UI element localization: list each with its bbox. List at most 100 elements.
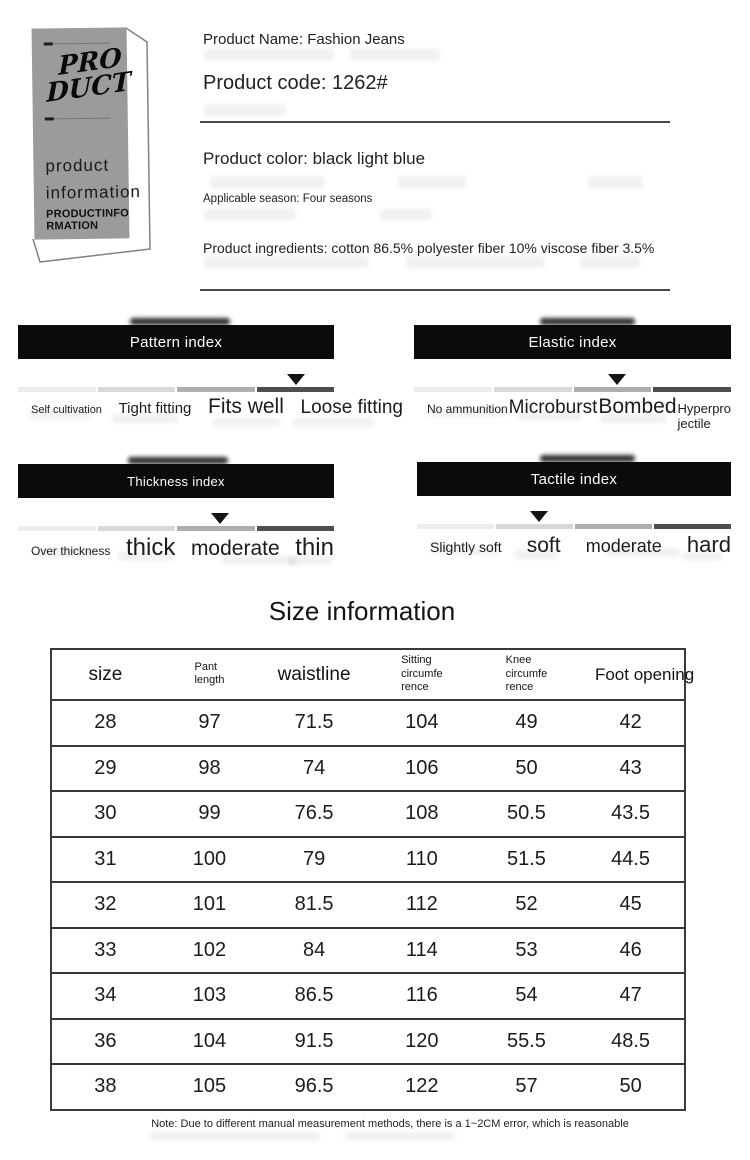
index-header: Thickness index bbox=[18, 464, 334, 498]
table-row: 33 102 84 114 53 46 bbox=[51, 928, 685, 973]
box-wireframe-icon bbox=[32, 27, 151, 263]
size-cell: 84 bbox=[302, 938, 326, 961]
index-scale-bar bbox=[417, 511, 731, 529]
table-row: 29 98 74 106 50 43 bbox=[51, 746, 685, 791]
blurred-text-ghost bbox=[405, 256, 545, 268]
size-cell: 105 bbox=[192, 1075, 227, 1098]
index-block-tactile: Tactile index Slightly soft soft moderat… bbox=[417, 462, 731, 558]
index-header: Pattern index bbox=[18, 325, 334, 359]
divider-line bbox=[200, 289, 670, 291]
panel-divider-bottom bbox=[44, 117, 111, 120]
index-label: hard bbox=[686, 532, 731, 557]
size-cell: 29 bbox=[94, 756, 117, 779]
index-label: No ammunition bbox=[427, 402, 508, 416]
size-table-body: 28 97 71.5 104 49 42 29 98 74 106 50 43 30 99 76.5 108 5… bbox=[51, 700, 685, 1110]
size-cell: 57 bbox=[515, 1075, 538, 1098]
size-cell: 44.5 bbox=[611, 847, 651, 870]
index-label: Bombed bbox=[598, 395, 677, 418]
col-header-foot-opening: Foot opening bbox=[594, 664, 695, 684]
index-label: Microburst bbox=[508, 397, 598, 418]
size-cell: 50 bbox=[619, 1075, 642, 1098]
blurred-text-ghost bbox=[540, 318, 635, 325]
size-cell: 104 bbox=[192, 1029, 227, 1052]
size-cell: 112 bbox=[405, 893, 438, 916]
scale-segment-2 bbox=[496, 524, 575, 529]
blurred-text-ghost bbox=[212, 418, 280, 427]
size-cell: 102 bbox=[192, 938, 227, 961]
size-cell: 45 bbox=[619, 893, 642, 916]
table-row: 31 100 79 110 51.5 44.5 bbox=[51, 837, 685, 882]
size-cell: 28 bbox=[94, 711, 117, 734]
size-cell: 30 bbox=[94, 802, 117, 825]
index-labels: No ammunition Microburst Bombed Hyperpro… bbox=[414, 395, 731, 432]
index-label: Fits well bbox=[208, 395, 284, 418]
size-cell: 99 bbox=[198, 802, 221, 825]
product-ingredients-line: Product ingredients: cotton 86.5% polyes… bbox=[203, 240, 655, 256]
size-cell: 42 bbox=[619, 711, 642, 734]
blurred-text-ghost bbox=[210, 176, 325, 189]
scale-segment-3 bbox=[573, 387, 654, 392]
blurred-text-ghost bbox=[292, 418, 374, 427]
size-cell: 53 bbox=[515, 938, 538, 961]
index-label: thin bbox=[295, 534, 334, 561]
size-cell: 33 bbox=[94, 938, 117, 961]
size-cell: 32 bbox=[94, 893, 117, 916]
blurred-text-ghost bbox=[398, 176, 466, 189]
blurred-text-ghost bbox=[130, 318, 230, 325]
index-block-thickness: Thickness index Over thickness thick mod… bbox=[18, 464, 334, 562]
panel-word-product: product bbox=[45, 155, 110, 176]
size-cell: 122 bbox=[405, 1075, 439, 1098]
size-cell: 38 bbox=[94, 1075, 117, 1098]
size-cell: 43.5 bbox=[611, 802, 651, 825]
index-label: Loose fitting bbox=[300, 397, 403, 418]
size-cell: 116 bbox=[405, 984, 438, 1007]
size-cell: 106 bbox=[405, 756, 439, 779]
col-header-sitting-circumference: Sitting circumfe rence bbox=[401, 654, 443, 693]
table-row: 30 99 76.5 108 50.5 43.5 bbox=[51, 791, 685, 837]
scale-segment-2 bbox=[97, 526, 177, 531]
index-labels: Slightly soft soft moderate hard bbox=[417, 532, 731, 558]
index-labels: Over thickness thick moderate thin bbox=[18, 534, 334, 562]
blurred-text-ghost bbox=[350, 49, 440, 61]
table-row: 28 97 71.5 104 49 42 bbox=[51, 700, 685, 746]
col-header-waistline: waistline bbox=[277, 663, 351, 685]
index-label: thick bbox=[125, 534, 176, 561]
blurred-text-ghost bbox=[204, 49, 334, 61]
size-cell: 71.5 bbox=[294, 711, 334, 734]
blurred-text-ghost bbox=[128, 457, 228, 464]
size-cell: 86.5 bbox=[294, 984, 334, 1007]
size-cell: 54 bbox=[515, 984, 538, 1007]
blurred-text-ghost bbox=[204, 209, 296, 220]
index-header: Tactile index bbox=[417, 462, 731, 496]
size-cell: 50 bbox=[515, 756, 538, 779]
index-label: soft bbox=[526, 534, 561, 557]
size-cell: 101 bbox=[192, 893, 227, 916]
divider-line bbox=[200, 121, 670, 123]
size-table: size Pant length waistline Sitting circu… bbox=[50, 648, 695, 1111]
size-cell: 43 bbox=[619, 756, 642, 779]
size-cell: 74 bbox=[302, 756, 326, 779]
size-cell: 103 bbox=[192, 984, 227, 1007]
index-marker-icon bbox=[211, 513, 230, 524]
index-header: Elastic index bbox=[414, 325, 731, 359]
index-label: Over thickness bbox=[31, 544, 111, 558]
size-cell: 96.5 bbox=[294, 1075, 334, 1098]
size-cell: 91.5 bbox=[294, 1029, 334, 1052]
size-cell: 36 bbox=[94, 1029, 117, 1052]
size-section-title: Size information bbox=[268, 596, 456, 626]
scale-segment-3 bbox=[575, 524, 654, 529]
index-scale-bar bbox=[414, 374, 731, 392]
footer-note: Note: Due to different manual measuremen… bbox=[151, 1118, 629, 1130]
index-label: moderate bbox=[585, 536, 662, 556]
blurred-text-ghost bbox=[204, 104, 286, 116]
size-cell: 76.5 bbox=[294, 802, 334, 825]
table-row: 32 101 81.5 112 52 45 bbox=[51, 882, 685, 928]
scale-segment-3 bbox=[177, 387, 257, 392]
size-cell: 114 bbox=[405, 938, 438, 961]
index-scale-bar bbox=[18, 374, 334, 392]
col-header-size: size bbox=[88, 663, 123, 685]
size-cell: 120 bbox=[405, 1029, 439, 1052]
size-cell: 48.5 bbox=[611, 1029, 651, 1052]
index-marker-icon bbox=[607, 374, 626, 385]
